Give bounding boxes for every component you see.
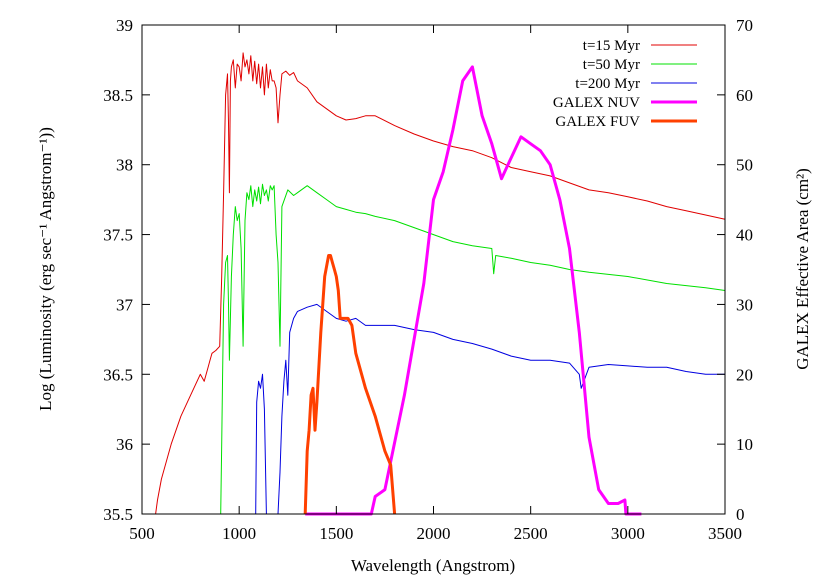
y-tick-label: 35.5 bbox=[103, 505, 133, 524]
y2-tick-label: 30 bbox=[736, 295, 753, 314]
series-line-t-200-myr bbox=[255, 303, 725, 515]
y2-tick-label: 60 bbox=[736, 86, 753, 105]
y-axis-label: Log (Luminosity (erg sec⁻¹ Angstrom⁻¹)) bbox=[36, 127, 55, 411]
axis-layer: 500 1000 1500 2000 2500 3000 350035.53636.5373… bbox=[103, 16, 753, 543]
y2-tick-label: 0 bbox=[736, 505, 745, 524]
legend: t=15 Myr t=50 Myr t=200 Myr GALEX NUV GALEX … bbox=[553, 38, 697, 130]
legend-label-t-200-myr: t=200 Myr bbox=[575, 76, 640, 92]
y-tick-label: 38.5 bbox=[103, 86, 133, 105]
x-tick-label: 500 bbox=[129, 524, 155, 543]
y2-tick-label: 70 bbox=[736, 16, 753, 35]
legend-label-galex-nuv: GALEX NUV bbox=[553, 95, 640, 111]
series-line-t-15-myr bbox=[155, 52, 726, 515]
legend-label-galex-fuv: GALEX FUV bbox=[555, 114, 640, 130]
x-axis-label: Wavelength (Angstrom) bbox=[351, 556, 515, 575]
y2-tick-label: 50 bbox=[736, 156, 753, 175]
y2-axis-label: GALEX Effective Area (cm²) bbox=[793, 168, 812, 370]
x-tick-label: 2500 bbox=[514, 524, 548, 543]
series-line-galex-fuv bbox=[303, 254, 397, 515]
y-tick-label: 36.5 bbox=[103, 365, 133, 384]
series-line-galex-nuv bbox=[305, 65, 642, 516]
x-tick-label: 1500 bbox=[319, 524, 353, 543]
legend-label-t-15-myr: t=15 Myr bbox=[583, 38, 640, 54]
y-tick-label: 36 bbox=[116, 435, 133, 454]
y-tick-label: 39 bbox=[116, 16, 133, 35]
y2-tick-label: 40 bbox=[736, 226, 753, 245]
y2-tick-label: 20 bbox=[736, 365, 753, 384]
x-tick-label: 3500 bbox=[708, 524, 742, 543]
y-tick-label: 38 bbox=[116, 156, 133, 175]
x-tick-label: 1000 bbox=[222, 524, 256, 543]
y-tick-label: 37 bbox=[116, 295, 134, 314]
y-tick-label: 37.5 bbox=[103, 226, 133, 245]
x-tick-label: 2000 bbox=[417, 524, 451, 543]
legend-label-t-50-myr: t=50 Myr bbox=[583, 57, 640, 73]
y2-tick-label: 10 bbox=[736, 435, 753, 454]
x-tick-label: 3000 bbox=[611, 524, 645, 543]
series-line-t-50-myr bbox=[220, 183, 726, 515]
